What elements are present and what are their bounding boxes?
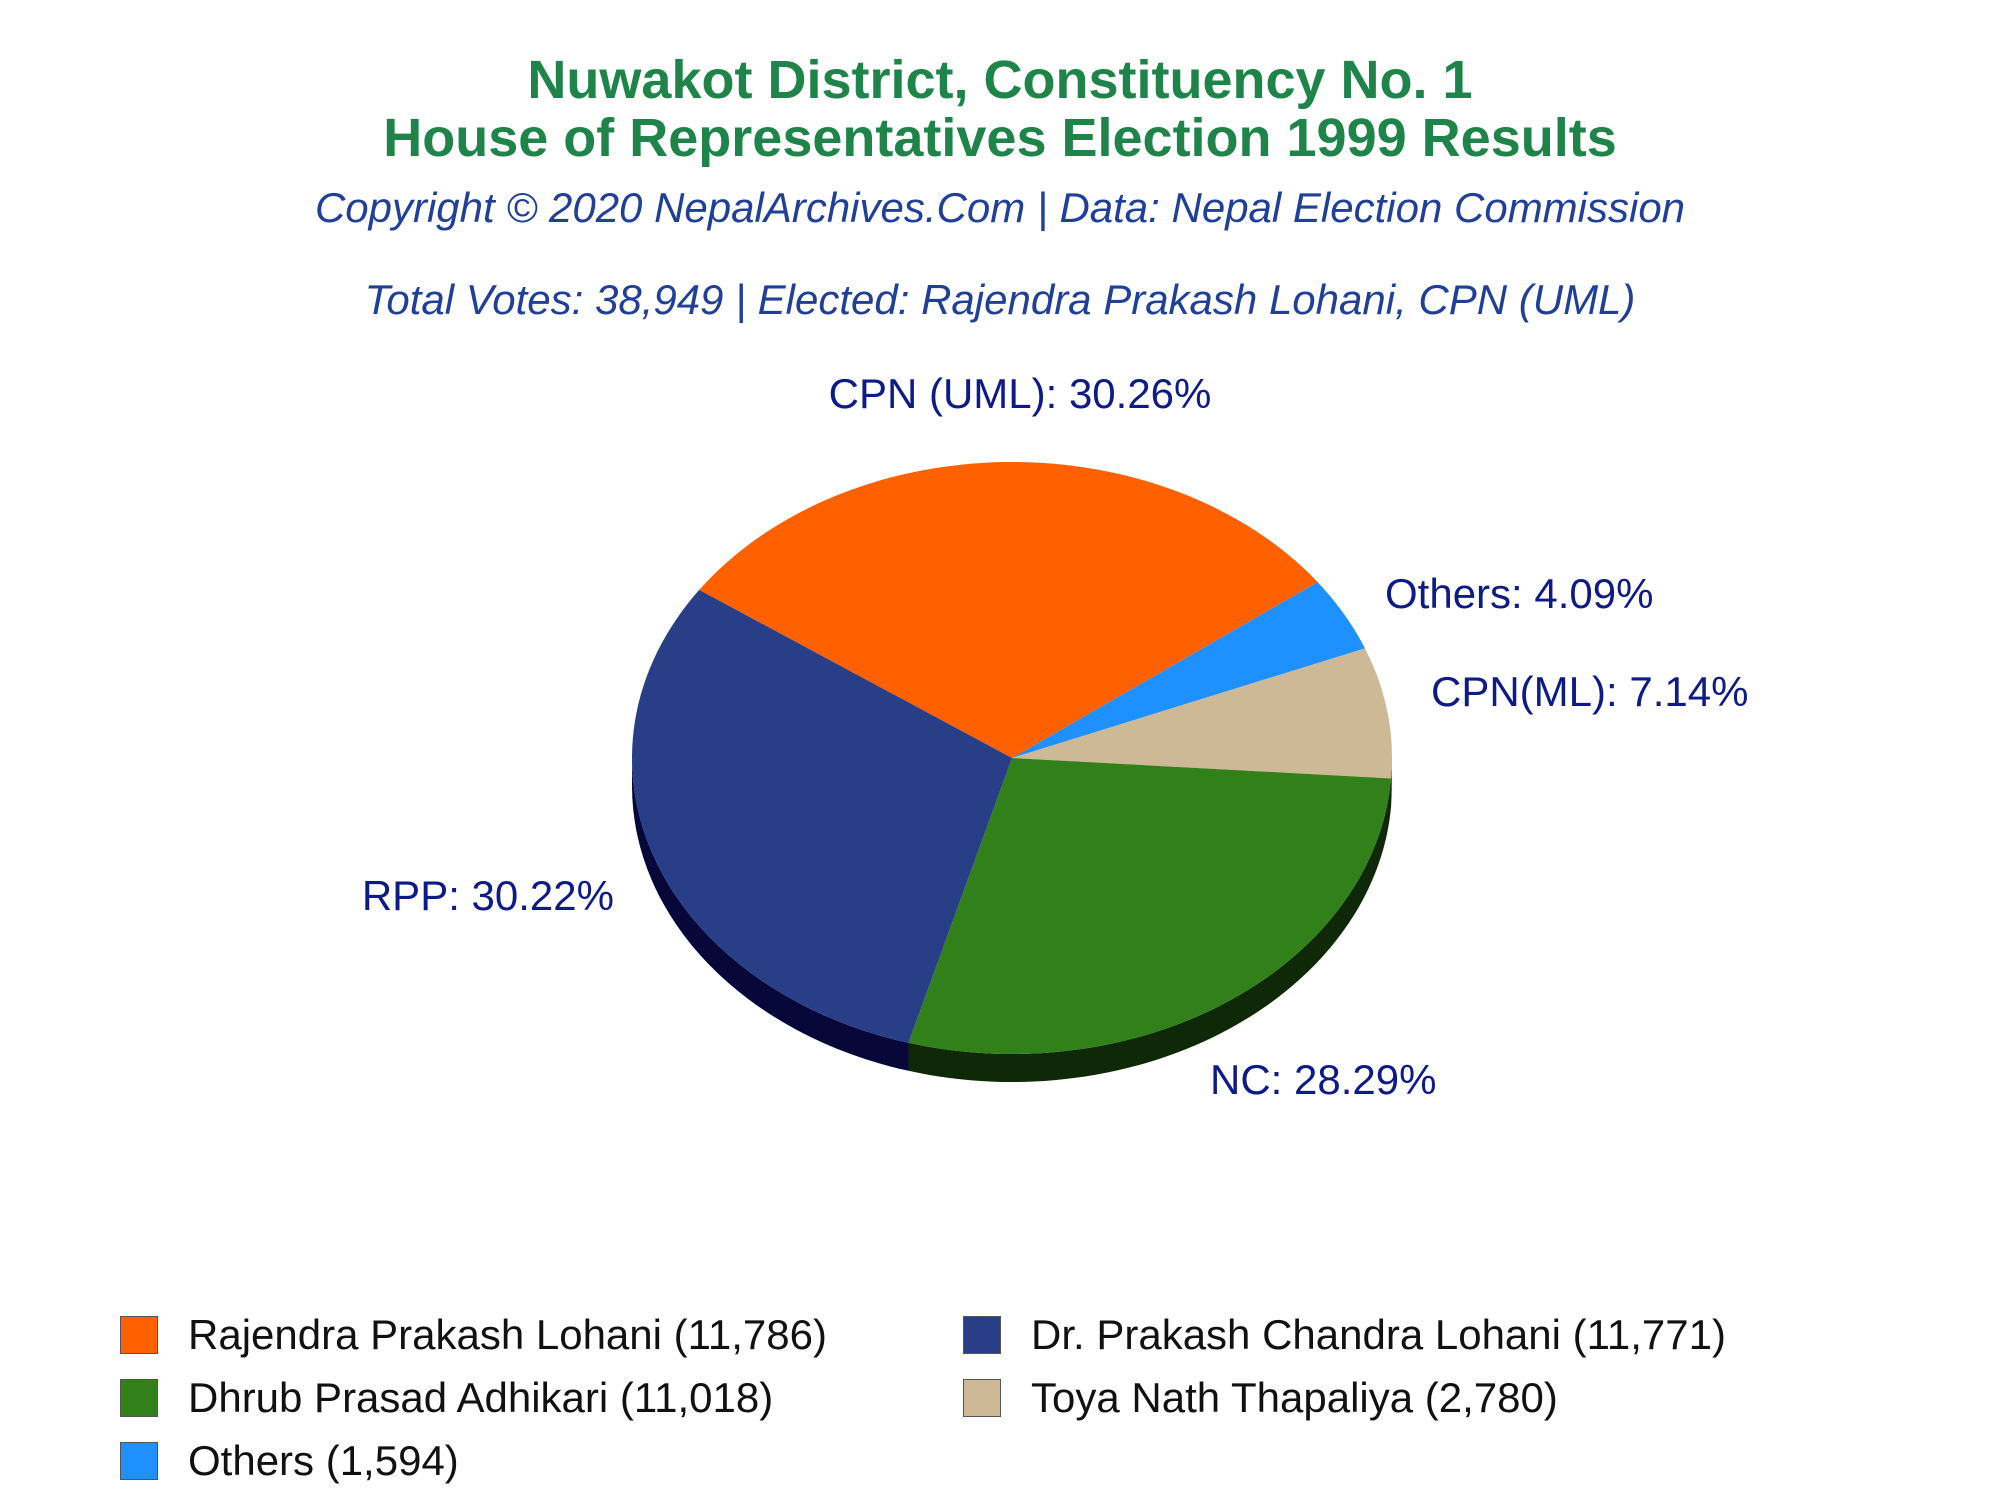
pie-slice: [1012, 582, 1365, 758]
legend-swatch: [120, 1442, 158, 1480]
slice-label: Others: 4.09%: [1385, 570, 1653, 617]
legend-swatch: [120, 1379, 158, 1417]
legend-label: Toya Nath Thapaliya (2,780): [1031, 1374, 1558, 1421]
chart-title-line-1: Nuwakot District, Constituency No. 1: [527, 50, 1473, 110]
legend-item: Dhrub Prasad Adhikari (11,018): [120, 1373, 773, 1423]
copyright-subtitle: Copyright © 2020 NepalArchives.Com | Dat…: [314, 184, 1686, 231]
pie-labels-layer: CPN (UML): 30.26% Others: 4.09% CPN(ML): 7…: [362, 370, 1749, 1103]
legend-item: Others (1,594): [120, 1436, 459, 1486]
pie-slice: [1012, 648, 1392, 779]
legend-label: Others (1,594): [188, 1437, 459, 1484]
legend: Rajendra Prakash Lohani (11,786) Dr. Pra…: [120, 1310, 1920, 1490]
legend-item: Toya Nath Thapaliya (2,780): [963, 1373, 1558, 1423]
legend-swatch: [963, 1316, 1001, 1354]
pie-slice: [699, 462, 1318, 758]
chart-title-line-2: House of Representatives Election 1999 R…: [383, 108, 1617, 168]
legend-swatch: [963, 1379, 1001, 1417]
legend-label: Dr. Prakash Chandra Lohani (11,771): [1031, 1311, 1726, 1358]
legend-item: Dr. Prakash Chandra Lohani (11,771): [963, 1310, 1726, 1360]
pie-slice-side: [632, 758, 909, 1071]
pie-depth-layer: [632, 758, 1392, 1083]
pie-slice: [632, 589, 1012, 1043]
slice-label: CPN(ML): 7.14%: [1431, 668, 1748, 715]
slice-label: RPP: 30.22%: [362, 872, 614, 919]
pie-slice: [908, 758, 1392, 1054]
pie-slice-side: [908, 778, 1392, 1083]
slice-label: NC: 28.29%: [1210, 1056, 1436, 1103]
legend-label: Dhrub Prasad Adhikari (11,018): [188, 1374, 774, 1421]
slice-label: CPN (UML): 30.26%: [829, 370, 1212, 417]
pie-slice-side: [1391, 758, 1392, 807]
legend-label: Rajendra Prakash Lohani (11,786): [188, 1311, 827, 1358]
legend-swatch: [120, 1316, 158, 1354]
legend-item: Rajendra Prakash Lohani (11,786): [120, 1310, 827, 1360]
pie-top-layer: [632, 462, 1392, 1054]
summary-subtitle: Total Votes: 38,949 | Elected: Rajendra …: [364, 276, 1636, 323]
